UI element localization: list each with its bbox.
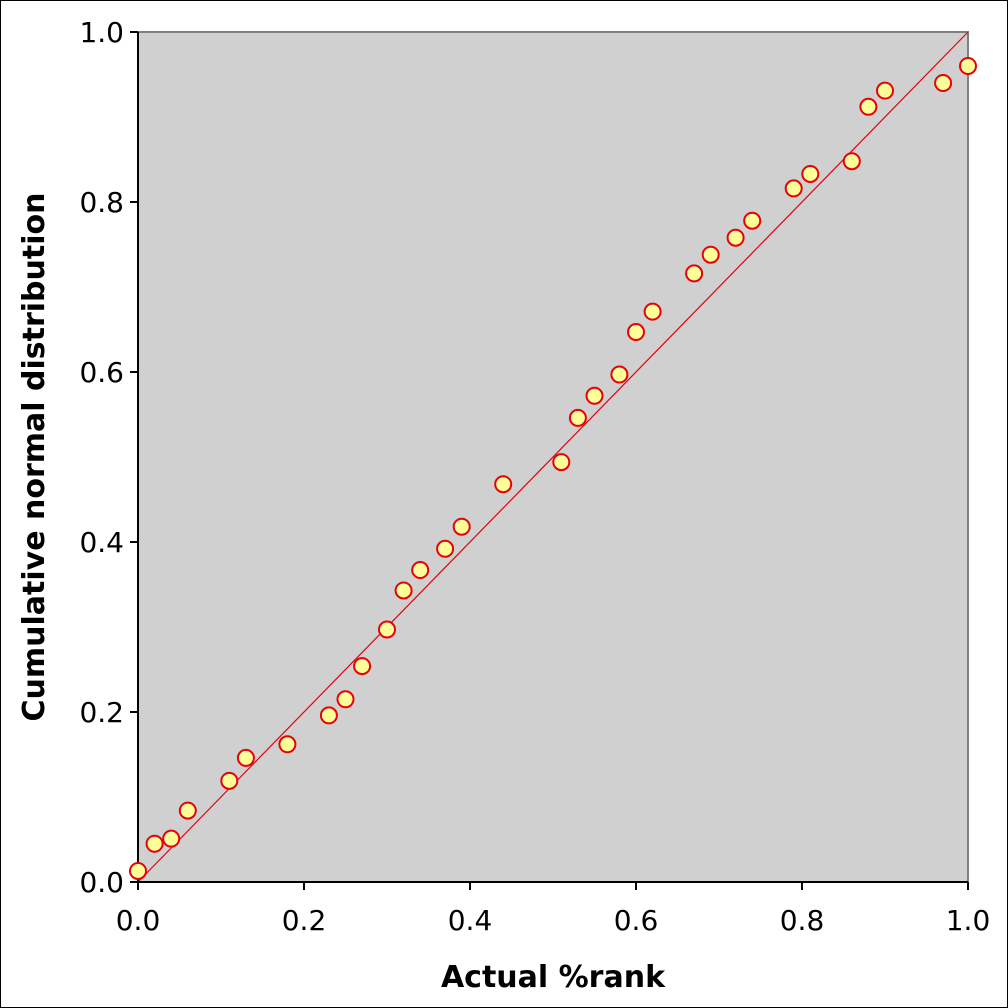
- data-point: [627, 323, 645, 342]
- data-point: [394, 581, 413, 600]
- data-point: [610, 365, 629, 384]
- data-point: [585, 386, 604, 405]
- axes: [137, 32, 968, 883]
- data-point: [552, 453, 571, 472]
- y-tick-label: 0.6: [79, 356, 124, 389]
- data-point: [784, 179, 803, 198]
- data-point: [378, 620, 396, 639]
- x-ticks: 0.0 0.2 0.4 0.6 0.8 1.0: [116, 882, 991, 937]
- data-point: [129, 861, 147, 880]
- data-point: [236, 748, 255, 767]
- y-tick-label: 0.0: [79, 866, 124, 899]
- data-point: [494, 475, 513, 494]
- reference-line-layer: [137, 31, 969, 883]
- data-point: [452, 517, 471, 536]
- data-point: [178, 801, 197, 820]
- data-point: [145, 834, 164, 853]
- data-point: [726, 228, 745, 247]
- data-points: [129, 57, 977, 880]
- x-tick-label: 0.2: [282, 904, 327, 937]
- data-point: [411, 561, 430, 580]
- data-point: [568, 408, 587, 427]
- data-point: [842, 152, 861, 171]
- x-tick-label: 0.8: [780, 904, 825, 937]
- reference-line: [137, 31, 969, 883]
- data-point: [701, 245, 720, 264]
- data-point: [959, 57, 977, 75]
- x-tick-label: 1.0: [946, 904, 991, 937]
- data-point: [278, 735, 297, 754]
- data-point: [801, 164, 820, 183]
- x-tick-label: 0.0: [116, 904, 161, 937]
- data-point: [643, 302, 662, 321]
- y-tick-label: 0.4: [79, 526, 124, 559]
- data-point: [859, 97, 878, 116]
- data-point: [319, 706, 338, 725]
- data-point: [934, 74, 953, 92]
- data-point: [876, 81, 894, 100]
- data-point: [353, 657, 372, 676]
- y-tick-label: 0.2: [79, 696, 124, 729]
- y-tick-label: 1.0: [79, 16, 124, 49]
- data-point: [336, 690, 355, 709]
- x-tick-label: 0.4: [448, 904, 493, 937]
- y-axis-title: Cumulative normal distribution: [17, 193, 52, 722]
- data-point: [220, 771, 239, 790]
- y-ticks: 0.0 0.2 0.4 0.6 0.8 1.0: [79, 16, 138, 899]
- x-axis-title: Actual %rank: [441, 960, 666, 995]
- data-point: [685, 264, 704, 283]
- data-point: [162, 829, 181, 848]
- data-point: [436, 539, 455, 558]
- data-point: [743, 211, 762, 230]
- y-tick-label: 0.8: [79, 186, 124, 219]
- x-tick-label: 0.6: [614, 904, 659, 937]
